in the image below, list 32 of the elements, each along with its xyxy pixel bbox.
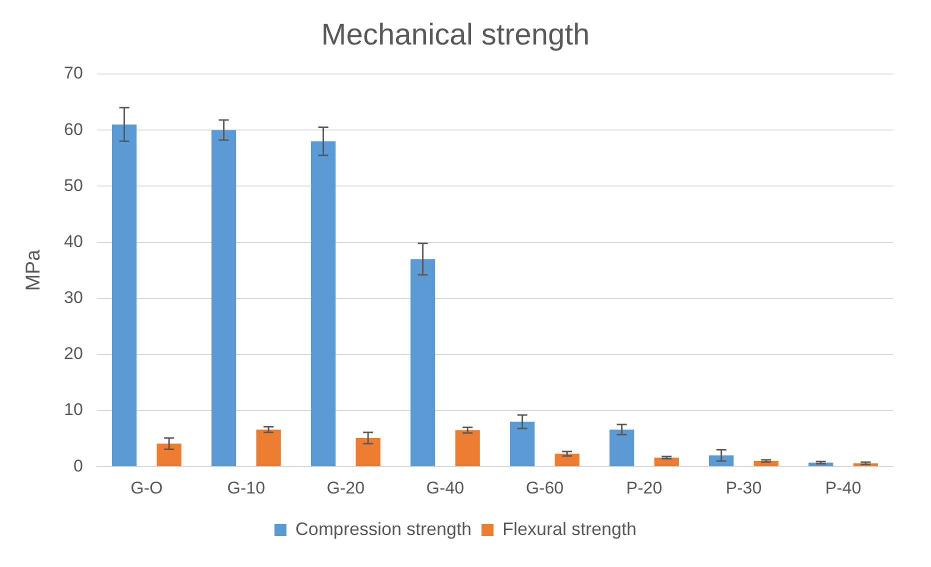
bar — [554, 454, 580, 466]
bar — [112, 124, 137, 466]
legend-label: Flexural strength — [502, 518, 637, 539]
legend-label: Compression strength — [295, 518, 472, 539]
y-tick-label: 0 — [73, 456, 83, 476]
y-tick-label: 10 — [64, 400, 83, 420]
y-tick-label: 50 — [64, 176, 83, 195]
bar — [455, 430, 480, 466]
x-tick-label: P-30 — [726, 478, 762, 498]
y-tick-label: 30 — [64, 288, 83, 308]
bar — [410, 259, 436, 466]
bar — [610, 430, 634, 466]
x-tick-label: P-40 — [825, 478, 862, 498]
x-tick-label: G-O — [130, 478, 163, 498]
bar — [256, 430, 281, 466]
x-tick-label: G-60 — [526, 478, 564, 498]
y-tick-label: 70 — [64, 64, 83, 83]
chart-title: Mechanical strength — [321, 18, 590, 52]
x-tick-label: G-10 — [227, 478, 266, 498]
x-tick-label: G-20 — [326, 478, 365, 498]
bar — [156, 444, 182, 466]
bar — [310, 141, 336, 466]
y-tick-label: 40 — [64, 232, 83, 251]
x-tick-label: G-40 — [426, 478, 464, 498]
x-tick-label: P-20 — [626, 478, 662, 498]
y-tick-label: 60 — [64, 120, 83, 139]
bar — [510, 422, 535, 466]
bar — [356, 438, 380, 466]
bar — [654, 458, 679, 466]
y-axis-title: MPa — [22, 248, 45, 291]
bar — [211, 130, 236, 466]
y-tick-label: 20 — [64, 344, 83, 364]
